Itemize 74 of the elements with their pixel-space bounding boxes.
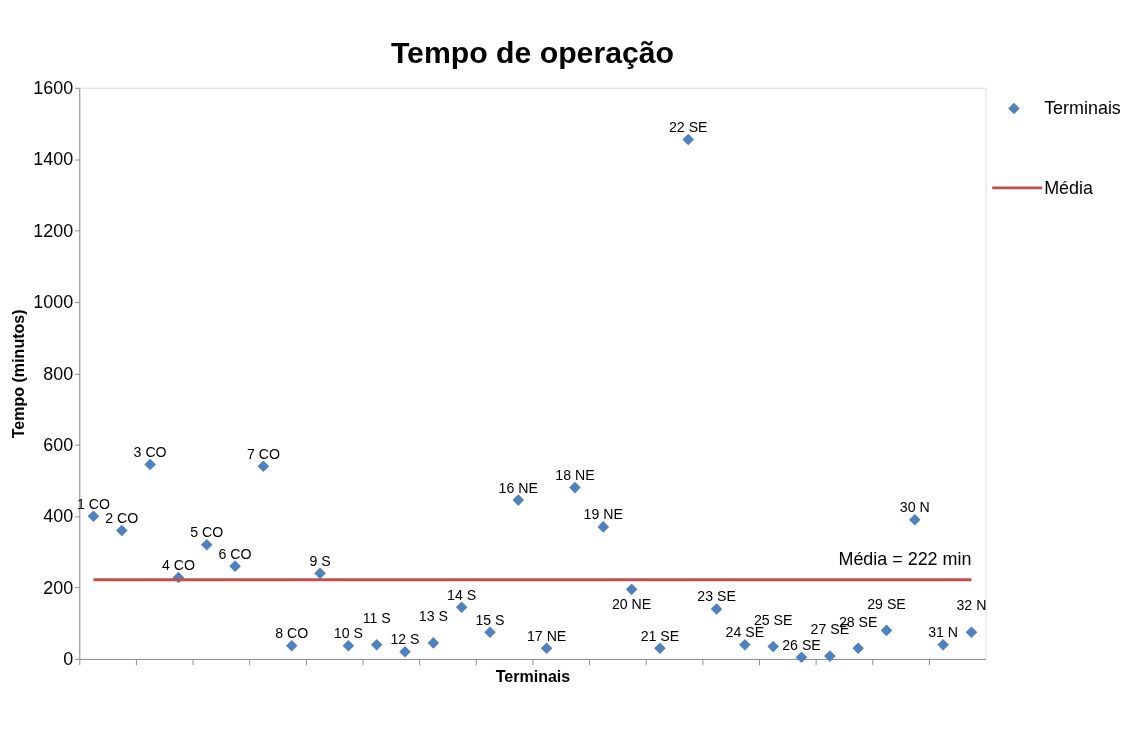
- point: [512, 494, 525, 506]
- y-tick-label: 400: [43, 506, 74, 527]
- x-tick-label: 3 CO: [133, 443, 167, 460]
- point: [767, 640, 779, 653]
- y-tick-label: 200: [43, 577, 74, 598]
- point: [965, 626, 978, 638]
- y-tick-label: 600: [43, 434, 74, 455]
- x-tick-label: 7 CO: [246, 445, 280, 462]
- x-tick-label: 21 SE: [640, 627, 680, 644]
- point: [229, 560, 241, 572]
- y-tick-label: 1400: [33, 149, 74, 170]
- point: [824, 650, 836, 662]
- point: [484, 626, 496, 638]
- point: [739, 638, 751, 651]
- point: [625, 583, 638, 596]
- x-tick-label: 26 SE: [782, 636, 821, 653]
- point: [87, 510, 100, 522]
- x-tick-label: 1 CO: [76, 495, 110, 512]
- x-tick-label: 32 N: [956, 597, 987, 614]
- annotation: Média = 222 min: [838, 548, 972, 569]
- x-tick-label: 30 N: [899, 499, 930, 516]
- y-tick-label: 1200: [33, 220, 74, 241]
- x-axis-title: Terminais: [495, 666, 571, 685]
- point: [144, 458, 156, 471]
- point: [427, 637, 440, 649]
- point: [399, 646, 411, 658]
- point: [654, 642, 666, 655]
- y-axis-title: Tempo (minutos): [8, 309, 27, 439]
- x-tick-label: 20 NE: [611, 596, 652, 613]
- point: [569, 481, 581, 494]
- point: [116, 524, 128, 537]
- x-tick-label: 31 N: [928, 624, 959, 641]
- x-tick-label: 10 S: [333, 625, 363, 642]
- y-tick-label: 1600: [33, 77, 74, 98]
- x-tick-label: 14 S: [447, 586, 477, 603]
- y-tick-label: 0: [63, 649, 74, 670]
- x-tick-label: 16 NE: [498, 479, 538, 496]
- point: [540, 642, 553, 655]
- point: [597, 521, 610, 533]
- point: [909, 513, 921, 526]
- x-tick-label: 18 NE: [555, 467, 595, 484]
- x-tick-label: 12 S: [390, 631, 420, 648]
- x-tick-label: 11 S: [362, 609, 391, 626]
- legend-label: Média: [1044, 177, 1093, 198]
- x-tick-label: 29 SE: [867, 595, 906, 612]
- x-tick-label: 17 NE: [526, 627, 567, 644]
- point: [880, 624, 893, 637]
- x-tick-label: 23 SE: [697, 588, 736, 605]
- x-tick-label: 5 CO: [190, 524, 224, 541]
- point: [257, 460, 270, 472]
- x-tick-label: 15 S: [475, 611, 505, 628]
- x-tick-label: 13 S: [418, 608, 448, 625]
- x-tick-label: 8 CO: [275, 625, 309, 642]
- point: [710, 603, 723, 615]
- point: [795, 651, 808, 663]
- x-tick-label: 9 S: [309, 552, 331, 569]
- y-tick-label: 800: [43, 363, 74, 384]
- x-tick-label: 22 SE: [668, 119, 708, 136]
- point: [314, 567, 326, 580]
- chart-title: Tempo de operação: [390, 36, 674, 70]
- x-tick-label: 4 CO: [161, 557, 195, 574]
- point: [200, 538, 213, 551]
- point: [342, 639, 355, 652]
- point: [682, 133, 695, 146]
- x-tick-label: 6 CO: [218, 545, 252, 562]
- legend-label: Terminais: [1044, 98, 1121, 119]
- point: [937, 638, 949, 651]
- point: [455, 601, 468, 613]
- point: [370, 638, 383, 651]
- point: [852, 642, 864, 655]
- x-tick-label: 19 NE: [583, 506, 623, 523]
- y-tick-label: 1000: [33, 292, 74, 313]
- x-tick-label: 2 CO: [105, 509, 139, 526]
- point: [285, 639, 298, 652]
